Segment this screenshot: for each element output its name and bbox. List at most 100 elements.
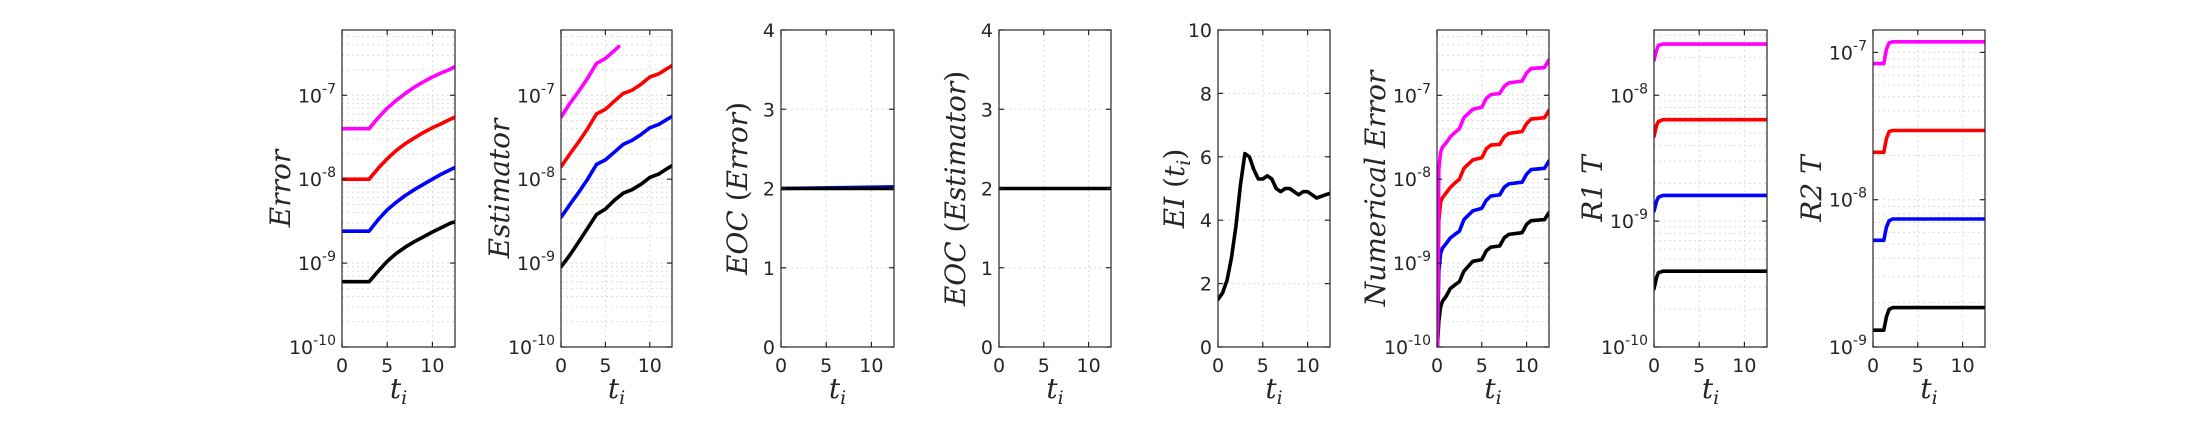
y-tick-label: 6	[1200, 147, 1212, 169]
series-line-4	[1654, 42, 1767, 63]
y-axis-label: Numerical Error	[1359, 69, 1392, 307]
y-tick-label: 10-8	[298, 165, 336, 191]
y-tick-label: 3	[981, 99, 993, 121]
x-tick-label: 0	[1212, 355, 1224, 377]
x-tick-label: 0	[555, 355, 567, 377]
chart-panel-5: 0 5 10 0 2 4 6 8 10 ti EI (ti)	[1158, 20, 1331, 409]
y-tick-label: 1	[763, 258, 775, 280]
y-tick-label: 10-7	[1393, 81, 1431, 107]
y-axis-label: Error	[264, 148, 297, 228]
chart-panel-7: 0 5 10 10-10 10-9 10-8 ti R1 T	[1576, 29, 1768, 409]
series-line-2	[342, 165, 455, 233]
x-tick-label: 0	[1867, 355, 1879, 377]
x-tick-label: 0	[1431, 355, 1443, 377]
x-tick-label: 10	[859, 355, 883, 377]
x-axis-label: ti	[1484, 372, 1501, 409]
y-axis-label: EOC (Estimator)	[939, 71, 972, 307]
series-line-3	[342, 115, 455, 181]
axes-box	[1653, 29, 1768, 348]
x-tick-label: 10	[420, 355, 444, 377]
series-line-2	[1873, 217, 1985, 243]
y-tick-label: 0	[981, 337, 993, 359]
x-axis-label: ti	[390, 372, 407, 409]
y-tick-label: 0	[763, 337, 775, 359]
axes-box	[341, 29, 456, 348]
y-tick-label: 10-10	[1384, 333, 1431, 359]
x-tick-label: 10	[1732, 355, 1756, 377]
chart-panel-3: 0 5 10 0 1 2 3 4 ti EOC (Error)	[721, 20, 895, 409]
series-line-1	[1654, 269, 1767, 291]
y-tick-label: 10-8	[517, 165, 555, 191]
y-tick-label: 10-9	[298, 249, 336, 275]
series-line-4	[342, 64, 455, 131]
y-tick-label: 10-8	[1829, 186, 1867, 212]
y-tick-label: 10-8	[1393, 165, 1431, 191]
y-axis-label: EI (ti)	[1158, 149, 1195, 230]
x-tick-label: 10	[1951, 355, 1975, 377]
series-line-3	[1654, 117, 1767, 139]
y-tick-label: 2	[763, 179, 775, 201]
chart-panel-2: 0 5 10 10-10 10-9 10-8 10-7 ti Estimator	[483, 29, 673, 409]
series-line-2	[561, 114, 672, 220]
x-tick-label: 0	[993, 355, 1005, 377]
series-line-3	[561, 63, 672, 169]
chart-panel-6: 0 5 10 10-10 10-9 10-8 10-7 ti Numerical Error	[1359, 29, 1550, 409]
y-tick-label: 8	[1200, 83, 1212, 105]
y-tick-label: 10-7	[517, 81, 555, 107]
x-tick-label: 5	[381, 355, 393, 377]
series-line-3	[1437, 108, 1549, 347]
x-tick-label: 5	[1038, 355, 1050, 377]
axes-box	[1436, 29, 1550, 348]
series-line-4	[1873, 39, 1985, 66]
x-tick-label: 5	[1912, 355, 1924, 377]
x-tick-label: 0	[775, 355, 787, 377]
series-line-1	[1437, 210, 1549, 347]
x-tick-label: 5	[1693, 355, 1705, 377]
series-line-3	[1873, 128, 1985, 155]
axes-box	[1872, 29, 1986, 348]
axes-box	[1217, 29, 1331, 348]
grid-lines	[1217, 29, 1330, 348]
y-axis-label: EOC (Error)	[721, 102, 754, 276]
y-tick-label: 10-9	[1610, 207, 1648, 233]
series-line-2	[1654, 193, 1767, 213]
y-tick-label: 10-9	[517, 249, 555, 275]
series-line-1	[1218, 151, 1330, 302]
series-line-4	[1437, 57, 1549, 347]
x-tick-label: 0	[336, 355, 348, 377]
y-axis-label: R2 T	[1795, 153, 1828, 223]
y-tick-label: 1	[981, 258, 993, 280]
x-axis-label: ti	[1265, 372, 1282, 409]
y-tick-label: 2	[981, 179, 993, 201]
y-axis-label: R1 T	[1576, 153, 1609, 223]
x-tick-label: 5	[820, 355, 832, 377]
y-tick-label: 10	[1188, 20, 1212, 42]
grid-lines	[1653, 30, 1767, 348]
y-tick-label: 4	[763, 20, 775, 42]
x-tick-label: 5	[1476, 355, 1488, 377]
series-line-1	[561, 163, 672, 269]
x-axis-label: ti	[1920, 372, 1937, 409]
y-tick-label: 10-8	[1610, 81, 1648, 107]
grid-lines	[560, 29, 672, 348]
y-axis-label: Estimator	[483, 117, 516, 259]
x-axis-label: ti	[608, 372, 625, 409]
y-tick-label: 10-10	[289, 333, 336, 359]
x-tick-label: 10	[638, 355, 662, 377]
x-tick-label: 5	[599, 355, 611, 377]
grid-lines	[1436, 29, 1549, 348]
y-tick-label: 0	[1200, 337, 1212, 359]
y-tick-label: 10-10	[508, 333, 555, 359]
x-axis-label: ti	[1046, 372, 1063, 409]
x-tick-label: 0	[1648, 355, 1660, 377]
y-tick-label: 10-9	[1393, 249, 1431, 275]
grid-lines	[1872, 30, 1985, 348]
y-tick-label: 2	[1200, 274, 1212, 296]
chart-panel-8: 0 5 10 10-9 10-8 10-7 ti R2 T	[1795, 29, 1986, 409]
chart-panel-4: 0 5 10 0 1 2 3 4 ti EOC (Estimator)	[939, 20, 1112, 409]
y-tick-label: 4	[1200, 210, 1212, 232]
y-tick-label: 4	[981, 20, 993, 42]
x-tick-label: 10	[1515, 355, 1539, 377]
